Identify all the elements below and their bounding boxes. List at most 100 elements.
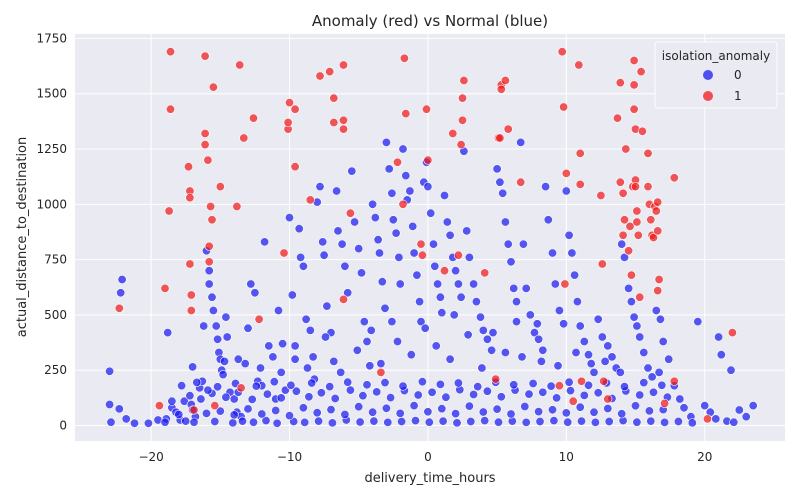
scatter-point-0 [643,363,653,373]
scatter-point-1 [637,126,647,136]
scatter-point-1 [416,239,426,249]
scatter-point-1 [329,93,339,103]
scatter-point-0 [347,166,357,176]
scatter-point-0 [679,403,689,413]
scatter-point-0 [547,248,557,258]
scatter-point-1 [207,215,217,225]
scatter-point-0 [362,336,372,346]
scatter-point-0 [619,382,629,392]
scatter-point-0 [439,191,449,201]
scatter-point-1 [654,274,664,284]
scatter-point-0 [433,279,443,289]
scatter-point-0 [116,288,126,298]
scatter-point-1 [653,286,663,296]
scatter-point-0 [426,208,436,218]
scatter-point-1 [575,148,585,158]
scatter-point-0 [511,317,521,327]
scatter-point-1 [453,250,463,260]
scatter-point-0 [121,414,131,424]
scatter-point-1 [456,140,466,150]
scatter-point-0 [451,409,461,419]
scatter-point-0 [412,270,422,280]
scatter-point-0 [498,188,508,198]
scatter-point-0 [646,416,656,426]
scatter-point-0 [384,164,394,174]
scatter-point-0 [478,325,488,335]
scatter-point-0 [600,356,610,366]
scatter-point-0 [356,268,366,278]
y-tick-label: 750 [44,253,67,267]
scatter-point-0 [549,416,559,426]
scatter-point-0 [290,341,300,351]
scatter-point-0 [329,356,339,366]
scatter-point-0 [654,367,664,377]
scatter-point-0 [511,297,521,307]
scatter-point-0 [322,301,332,311]
scatter-point-0 [354,402,364,412]
scatter-point-0 [284,411,294,421]
x-tick-label: 10 [559,450,574,464]
scatter-point-0 [635,332,645,342]
scatter-point-0 [261,416,271,426]
scatter-point-1 [559,102,569,112]
scatter-point-0 [647,372,657,382]
scatter-point-0 [312,408,322,418]
scatter-point-0 [302,363,312,373]
scatter-point-1 [648,233,658,243]
scatter-point-0 [469,389,479,399]
scatter-point-1 [249,113,259,123]
scatter-point-0 [536,356,546,366]
scatter-point-1 [632,217,642,227]
scatter-point-0 [438,416,448,426]
scatter-point-1 [200,140,210,150]
scatter-point-0 [593,388,603,398]
scatter-point-1 [204,241,214,251]
scatter-point-0 [257,409,267,419]
scatter-point-0 [572,297,582,307]
scatter-point-0 [639,347,649,357]
scatter-point-0 [221,392,231,402]
scatter-point-1 [561,168,571,178]
scatter-point-0 [482,334,492,344]
scatter-point-0 [247,394,257,404]
scatter-point-0 [192,377,202,387]
scatter-point-0 [575,321,585,331]
scatter-point-0 [264,341,274,351]
scatter-point-0 [500,217,510,227]
scatter-point-0 [521,283,531,293]
scatter-point-0 [287,290,297,300]
scatter-point-0 [395,279,405,289]
scatter-point-0 [240,359,250,369]
scatter-point-0 [576,416,586,426]
scatter-point-1 [200,129,210,139]
scatter-point-0 [392,336,402,346]
scatter-point-0 [547,405,557,415]
scatter-point-1 [290,104,300,114]
scatter-point-0 [635,390,645,400]
scatter-point-1 [576,376,586,386]
scatter-point-0 [492,404,502,414]
scatter-point-0 [160,417,170,427]
scatter-point-0 [208,305,218,315]
scatter-point-0 [420,323,430,333]
y-axis-label: actual_distance_to_destination [15,137,30,338]
scatter-point-1 [574,60,584,70]
scatter-point-0 [456,292,466,302]
legend-label-0: 0 [734,68,742,82]
scatter-point-0 [673,416,683,426]
scatter-point-0 [185,391,195,401]
scatter-point-0 [435,292,445,302]
scatter-point-0 [251,381,261,391]
scatter-point-0 [255,363,265,373]
scatter-point-0 [617,239,627,249]
scatter-point-1 [376,367,386,377]
scatter-point-0 [143,418,153,428]
scatter-point-1 [615,177,625,187]
x-axis-ticks: −20 −10 0 10 20 [138,450,712,464]
scatter-point-1 [621,144,631,154]
scatter-point-0 [326,405,336,415]
scatter-point-1 [727,328,737,338]
scatter-point-0 [246,279,256,289]
scatter-point-1 [189,405,199,415]
scatter-point-1 [166,47,176,57]
